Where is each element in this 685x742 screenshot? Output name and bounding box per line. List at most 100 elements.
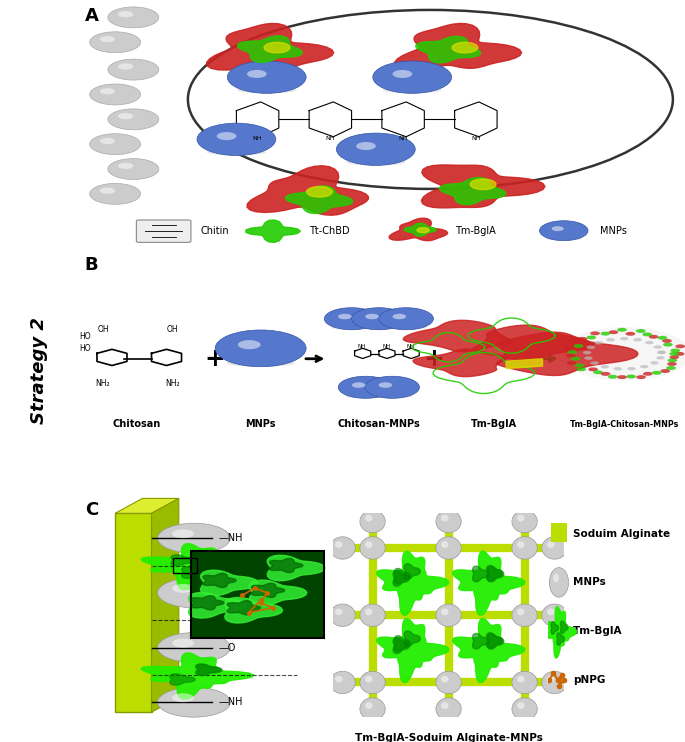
Polygon shape: [395, 636, 410, 651]
Polygon shape: [267, 555, 325, 581]
Text: OH: OH: [167, 325, 179, 334]
Polygon shape: [141, 653, 253, 699]
FancyBboxPatch shape: [136, 220, 191, 243]
Polygon shape: [221, 148, 252, 154]
Circle shape: [634, 338, 642, 341]
Bar: [191, 551, 324, 637]
Circle shape: [100, 88, 115, 94]
Polygon shape: [195, 664, 221, 675]
Polygon shape: [560, 621, 568, 634]
Circle shape: [669, 352, 679, 356]
Circle shape: [569, 339, 579, 343]
Circle shape: [365, 702, 373, 709]
Ellipse shape: [207, 149, 266, 156]
Polygon shape: [404, 564, 421, 580]
Polygon shape: [488, 566, 504, 582]
Text: NH: NH: [325, 137, 335, 142]
Circle shape: [330, 604, 356, 626]
Circle shape: [351, 308, 406, 329]
Circle shape: [393, 70, 412, 78]
Circle shape: [118, 11, 134, 17]
Polygon shape: [471, 179, 496, 190]
Text: C: C: [85, 501, 98, 519]
Polygon shape: [264, 42, 290, 53]
Polygon shape: [417, 228, 429, 233]
Circle shape: [668, 358, 677, 362]
Polygon shape: [251, 583, 285, 597]
Circle shape: [352, 382, 366, 388]
Polygon shape: [340, 324, 362, 329]
Polygon shape: [188, 593, 246, 618]
Circle shape: [90, 84, 140, 105]
Circle shape: [338, 314, 351, 319]
Polygon shape: [395, 324, 417, 329]
Circle shape: [330, 536, 356, 559]
Circle shape: [601, 332, 610, 335]
Circle shape: [215, 330, 306, 367]
Circle shape: [238, 340, 261, 349]
Polygon shape: [473, 634, 489, 649]
Circle shape: [656, 356, 664, 360]
Text: NH: NH: [406, 344, 414, 349]
Circle shape: [118, 63, 134, 70]
Circle shape: [118, 113, 134, 119]
Polygon shape: [377, 551, 449, 615]
Circle shape: [324, 308, 379, 329]
Polygon shape: [452, 42, 478, 53]
Polygon shape: [182, 567, 207, 578]
Polygon shape: [453, 551, 525, 615]
Text: B: B: [85, 256, 99, 274]
Text: HO: HO: [79, 332, 90, 341]
Circle shape: [373, 61, 451, 93]
Circle shape: [553, 574, 559, 582]
Circle shape: [660, 369, 670, 373]
Circle shape: [662, 339, 672, 343]
Ellipse shape: [372, 394, 412, 398]
Circle shape: [441, 608, 449, 615]
Circle shape: [172, 693, 194, 702]
Circle shape: [172, 584, 194, 593]
Circle shape: [584, 356, 593, 360]
Polygon shape: [397, 85, 428, 92]
Circle shape: [336, 133, 415, 165]
Circle shape: [636, 329, 646, 333]
Circle shape: [566, 354, 575, 358]
Polygon shape: [486, 633, 503, 649]
Circle shape: [658, 351, 666, 354]
Circle shape: [360, 536, 385, 559]
Circle shape: [517, 676, 525, 683]
Circle shape: [338, 376, 393, 398]
Text: HO: HO: [79, 344, 90, 353]
Circle shape: [663, 343, 673, 347]
Circle shape: [547, 541, 555, 548]
Circle shape: [512, 697, 537, 720]
Circle shape: [393, 314, 406, 319]
Circle shape: [100, 36, 115, 42]
Polygon shape: [197, 665, 222, 676]
Circle shape: [645, 341, 653, 344]
Circle shape: [512, 604, 537, 626]
Polygon shape: [416, 36, 481, 63]
Circle shape: [379, 382, 393, 388]
Circle shape: [512, 536, 537, 559]
Circle shape: [158, 523, 230, 553]
Circle shape: [577, 367, 586, 371]
Circle shape: [590, 361, 599, 365]
Circle shape: [586, 335, 596, 339]
Text: +: +: [423, 347, 444, 371]
Polygon shape: [368, 324, 390, 329]
Polygon shape: [360, 157, 392, 164]
Polygon shape: [473, 566, 489, 582]
Circle shape: [365, 541, 373, 548]
Circle shape: [90, 32, 140, 53]
Polygon shape: [506, 358, 543, 369]
Circle shape: [636, 375, 646, 379]
Text: A: A: [85, 7, 99, 25]
Text: Strategy 3: Strategy 3: [30, 564, 49, 672]
Polygon shape: [141, 543, 253, 590]
Circle shape: [197, 123, 276, 156]
Polygon shape: [403, 321, 513, 352]
Polygon shape: [440, 177, 506, 205]
Circle shape: [617, 328, 627, 332]
Circle shape: [601, 365, 609, 369]
